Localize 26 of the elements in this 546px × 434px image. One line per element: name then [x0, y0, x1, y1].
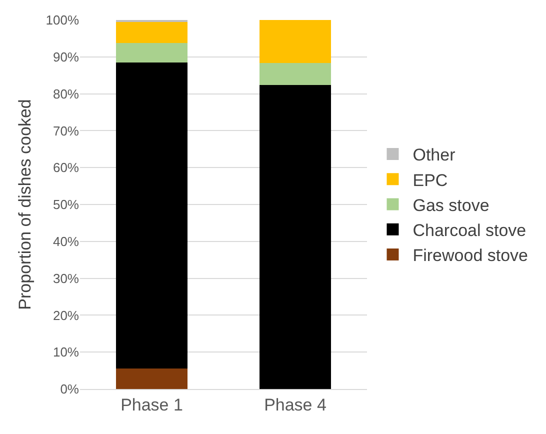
y-tick-label: 50%: [52, 197, 80, 212]
bar: [259, 20, 332, 64]
legend-label: EPC: [412, 170, 448, 190]
y-axis-title: Proportion of dishes cooked: [15, 99, 34, 310]
bar: [259, 63, 332, 85]
y-tick-label: 10%: [52, 344, 80, 360]
y-tick-label: 60%: [52, 160, 80, 176]
bar: [116, 42, 188, 62]
y-tick-label: 100%: [46, 12, 80, 28]
bar: [259, 84, 332, 389]
y-tick-label: 40%: [52, 234, 80, 249]
y-tick-label: 20%: [52, 308, 80, 323]
legend-label: Charcoal stove: [412, 220, 526, 240]
legend-label: Firewood stove: [412, 246, 528, 266]
bar: [116, 22, 188, 43]
y-tick-label: 70%: [52, 123, 80, 138]
y-tick-label: 30%: [52, 270, 80, 286]
y-tick-label: 90%: [52, 49, 80, 64]
bar: [116, 368, 188, 389]
y-tick-label: 0%: [60, 382, 80, 397]
x-tick-label: Phase 1: [120, 395, 183, 414]
y-tick-label: 80%: [52, 86, 80, 102]
legend-label: Other: [412, 146, 456, 165]
legend-label: Gas stove: [412, 196, 490, 215]
bar: [116, 62, 188, 369]
x-tick-label: Phase 4: [264, 395, 326, 414]
